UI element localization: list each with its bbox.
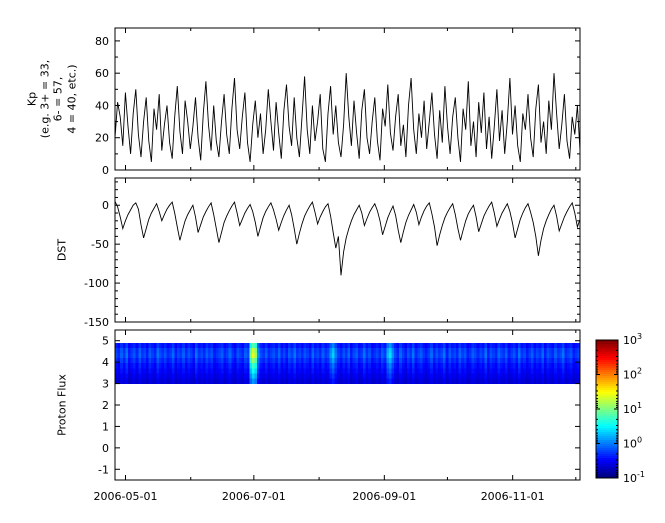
colorbar-tick-label: 102 xyxy=(623,367,642,382)
y-tick-label: 80 xyxy=(95,35,109,48)
y-tick-label: 60 xyxy=(95,67,109,80)
panel-proton-flux: 5 4 3 2 1 0 -1 xyxy=(98,329,581,481)
colorbar-tick-label: 100 xyxy=(623,436,642,451)
y-tick-label: -50 xyxy=(91,238,109,251)
y-tick-label: -1 xyxy=(98,463,109,476)
colorbar-tick-label: 10-1 xyxy=(623,470,645,485)
colorbar: 103 102 101 100 10-1 xyxy=(595,332,645,485)
panel-dst: 0 -50 -100 -150 xyxy=(84,177,581,329)
y-tick-label: 0 xyxy=(102,164,109,177)
y-tick-label: -150 xyxy=(84,316,109,329)
y-tick-label: 2 xyxy=(102,399,109,412)
y-tick-label: 1 xyxy=(102,420,109,433)
y-tick-label: 0 xyxy=(102,442,109,455)
y-tick-label: 5 xyxy=(102,335,109,348)
x-tick-label-1: 2006-07-01 xyxy=(221,490,286,503)
x-tick-label-0: 2006-05-01 xyxy=(93,490,158,503)
colorbar-tick-label: 101 xyxy=(623,401,642,416)
x-tick-label-3: 2006-11-01 xyxy=(480,490,545,503)
dst-line xyxy=(114,200,581,276)
panel-border xyxy=(114,177,581,323)
y-tick-label: -100 xyxy=(84,277,109,290)
y-tick-label: 0 xyxy=(102,199,109,212)
y-tick-label: 40 xyxy=(95,99,109,112)
y-tick-label: 3 xyxy=(102,378,109,391)
x-tick-label-2: 2006-09-01 xyxy=(352,490,417,503)
y-tick-label: 4 xyxy=(102,356,109,369)
y-tick-label: 20 xyxy=(95,132,109,145)
panel-kp: 0 20 40 60 80 xyxy=(95,27,581,177)
proton-flux-heatmap xyxy=(115,342,581,384)
panel-border xyxy=(114,27,581,171)
kp-line xyxy=(114,73,581,162)
colorbar-tick-label: 103 xyxy=(623,332,642,347)
